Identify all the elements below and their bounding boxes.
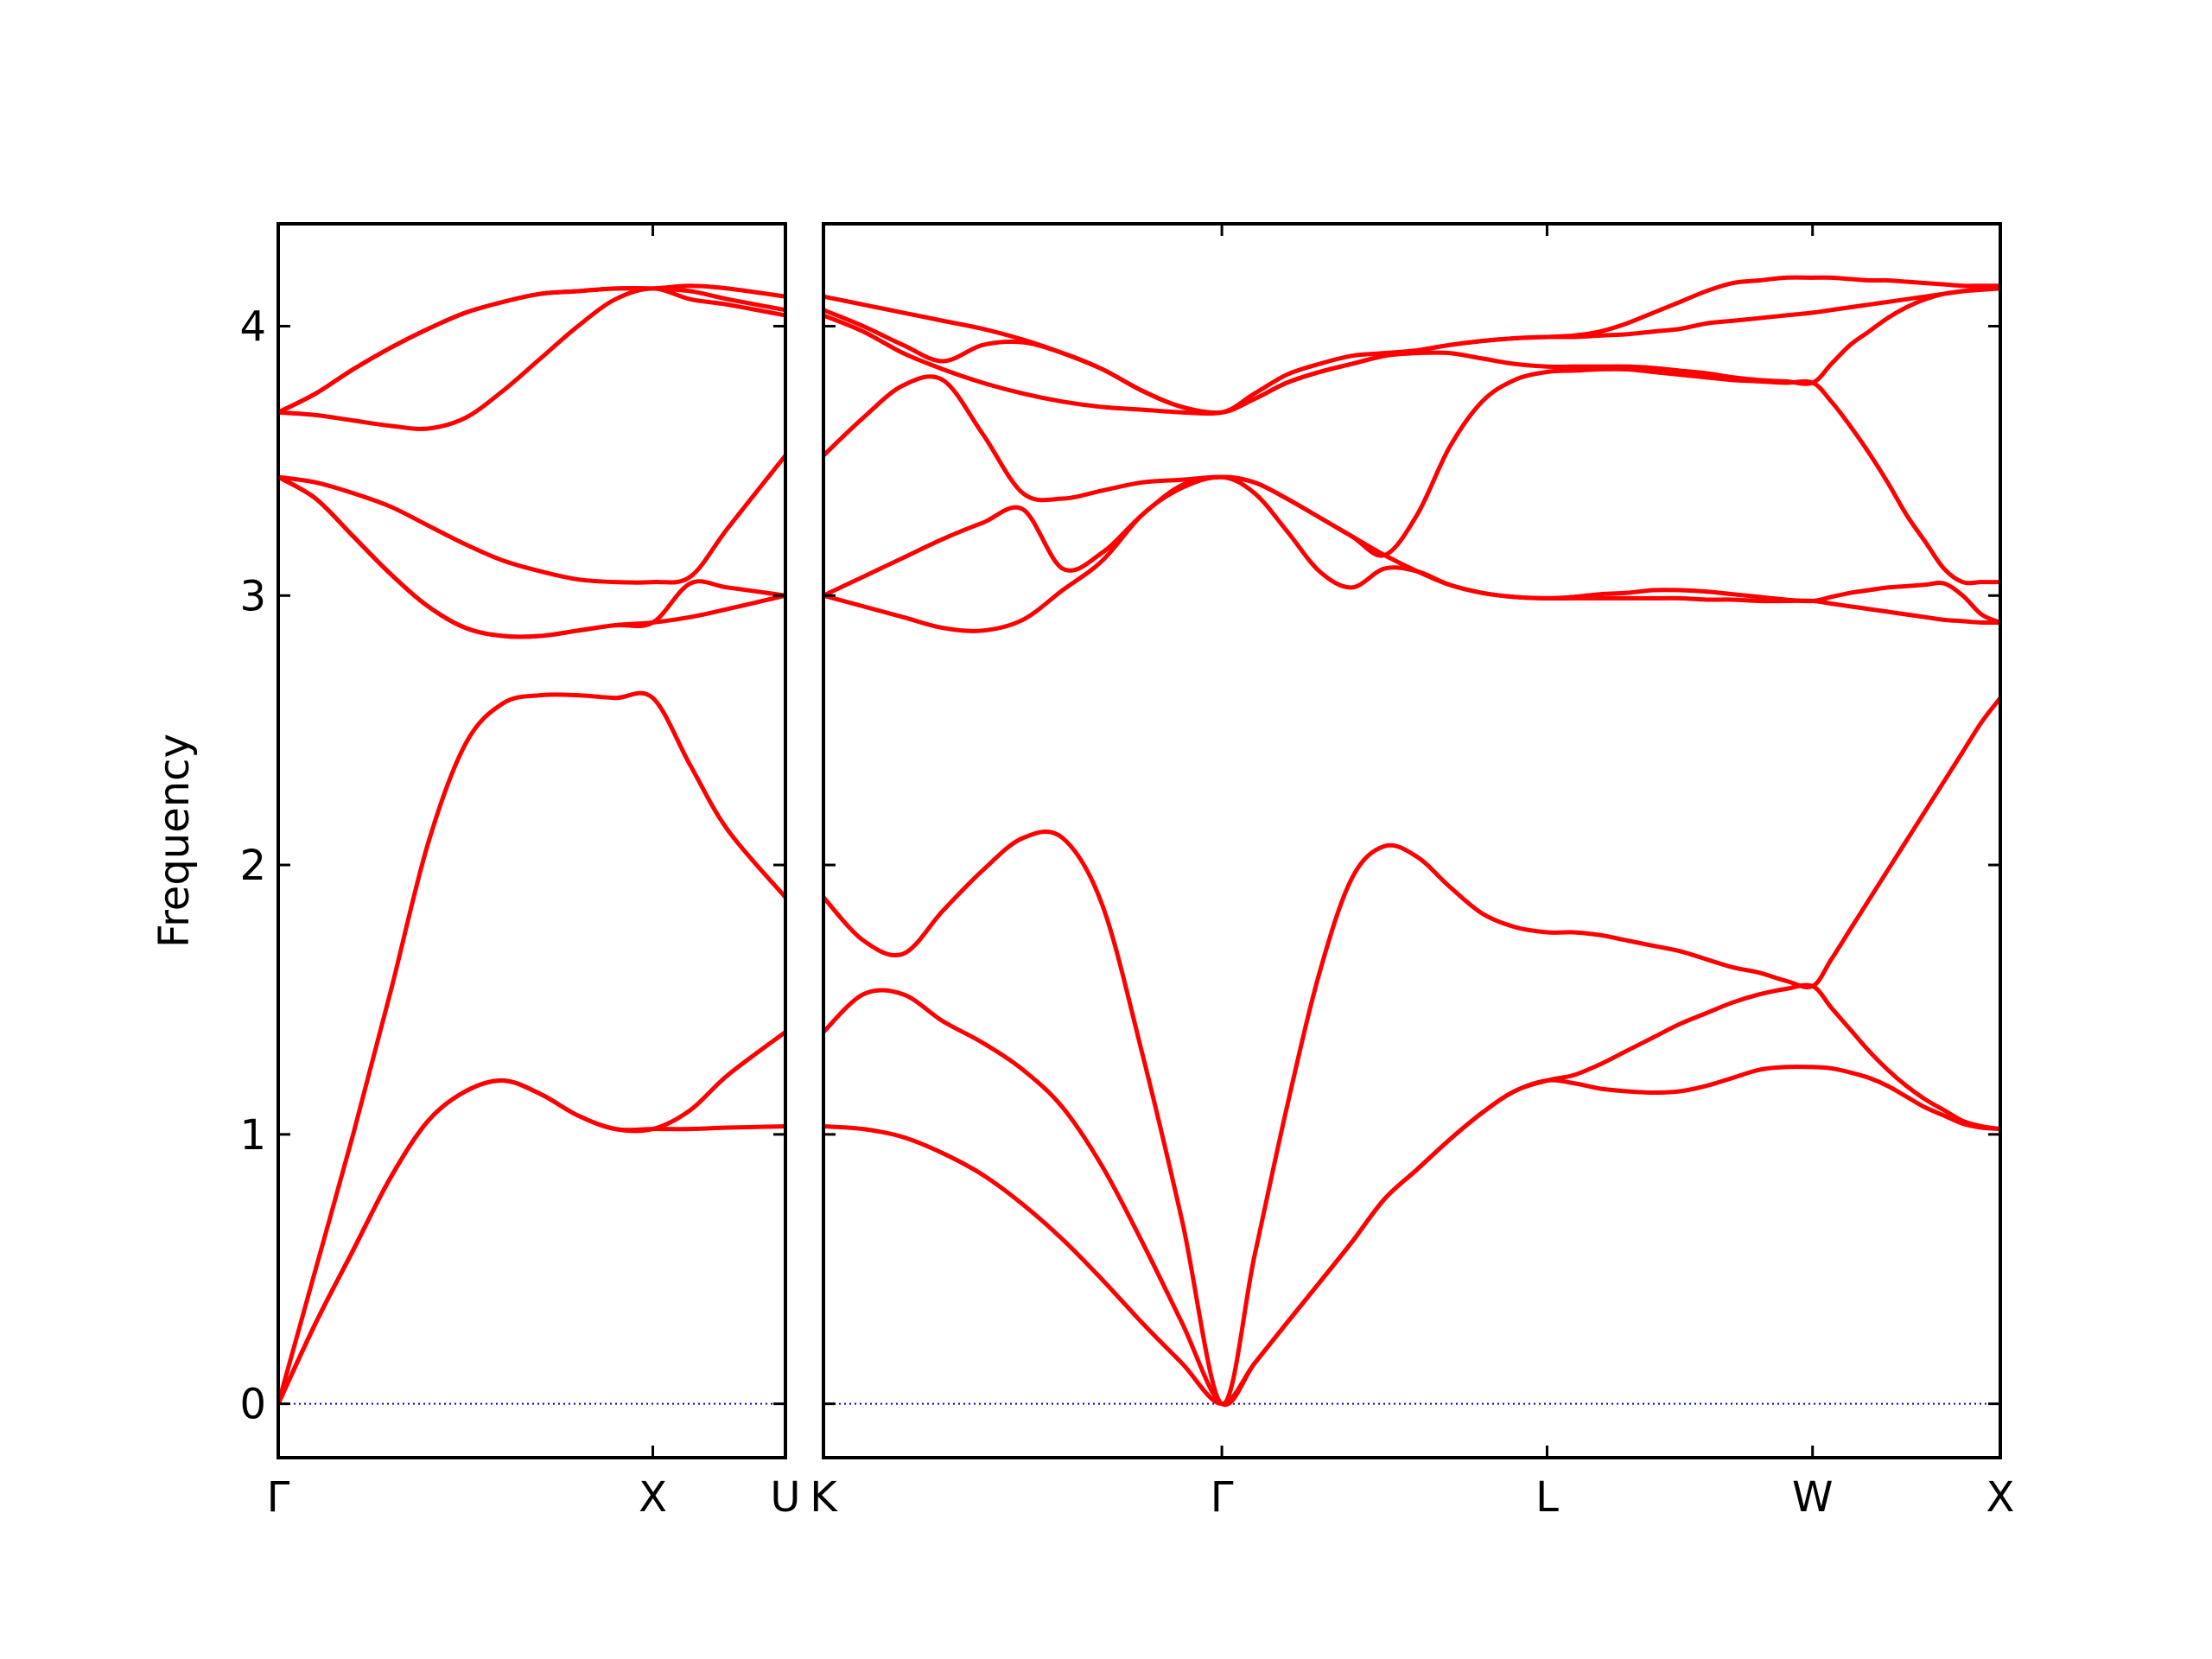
x-tick-label: X (1986, 1473, 2015, 1522)
band-line (823, 696, 2000, 1407)
band-line (278, 283, 785, 415)
axes-frame (822, 222, 2002, 1459)
x-tick-label: X (639, 1473, 667, 1522)
y-tick-label: 4 (239, 302, 266, 351)
band-line (278, 474, 785, 639)
band-line (823, 366, 2000, 586)
y-tick-label: 0 (239, 1381, 266, 1429)
x-tick-label: K (810, 1473, 838, 1522)
band-line (278, 286, 785, 431)
x-tick-label: W (1792, 1473, 1833, 1522)
band-line (823, 982, 2000, 1408)
y-axis-label: Frequency (150, 734, 199, 948)
y-tick-label: 3 (239, 572, 266, 620)
x-tick-label: U (770, 1473, 800, 1522)
x-tick-label: Γ (1211, 1473, 1234, 1522)
band-line (278, 690, 785, 1405)
y-tick-label: 2 (239, 842, 266, 890)
x-tick-label: Γ (267, 1473, 290, 1522)
band-line (823, 474, 2000, 625)
band-line (823, 286, 2000, 416)
band-line (823, 275, 2000, 416)
axes-frame (276, 222, 787, 1459)
band-line (278, 1030, 785, 1405)
band-line (278, 454, 785, 585)
x-tick-label: L (1535, 1473, 1559, 1522)
y-tick-label: 1 (239, 1111, 266, 1160)
